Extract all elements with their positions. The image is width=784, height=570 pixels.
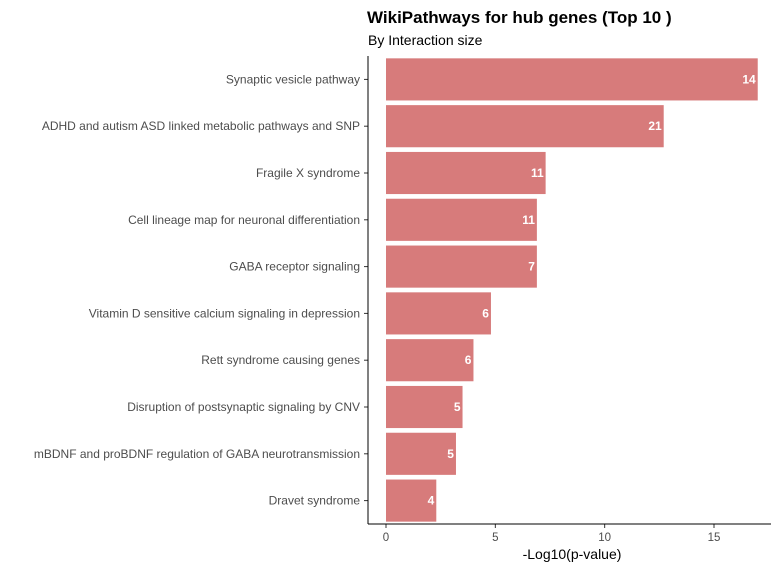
bar (386, 105, 664, 148)
x-tick-label: 0 (383, 532, 389, 544)
bar-data-label: 11 (522, 213, 535, 227)
category-label: Dravet syndrome (269, 494, 361, 508)
bar (386, 245, 537, 288)
category-label: Synaptic vesicle pathway (226, 72, 360, 86)
bar (386, 479, 437, 522)
bar-data-label: 7 (528, 260, 535, 274)
x-tick-label: 5 (492, 532, 498, 544)
chart-subtitle: By Interaction size (368, 32, 483, 48)
category-label: Cell lineage map for neuronal differenti… (128, 213, 360, 227)
bar (386, 385, 463, 429)
bar-data-label: 6 (482, 306, 489, 320)
bar (386, 58, 758, 101)
bar (386, 339, 474, 382)
category-label: GABA receptor signaling (229, 260, 360, 274)
bar (386, 151, 546, 195)
category-label: Vitamin D sensitive calcium signaling in… (89, 306, 360, 320)
category-label: Disruption of postsynaptic signaling by … (127, 400, 360, 414)
bar-data-label: 6 (465, 353, 472, 367)
bar (386, 292, 491, 335)
bar-data-label: 5 (447, 447, 454, 461)
category-labels: Synaptic vesicle pathway ADHD and autism … (34, 72, 368, 508)
category-label: Rett syndrome causing genes (201, 353, 360, 367)
bar-data-label: 5 (454, 400, 461, 414)
category-label: mBDNF and proBDNF regulation of GABA neu… (34, 447, 360, 461)
category-label: ADHD and autism ASD linked metabolic pat… (42, 119, 360, 133)
bar-data-label: 4 (428, 494, 435, 508)
bar (386, 432, 456, 475)
bar-data-label: 11 (531, 166, 544, 180)
bar-data-label: 21 (648, 119, 662, 133)
bars-group: 14 21 11 11 7 6 6 5 5 4 (386, 58, 758, 522)
x-axis: 0 5 10 15 (383, 524, 721, 544)
x-axis-title: -Log10(p-value) (523, 546, 622, 562)
bar-data-label: 14 (742, 72, 756, 86)
x-tick-label: 15 (708, 532, 721, 544)
x-tick-label: 10 (598, 532, 611, 544)
category-label: Fragile X syndrome (256, 166, 360, 180)
chart-title: WikiPathways for hub genes (Top 10 ) (367, 8, 672, 27)
bar (386, 198, 537, 241)
